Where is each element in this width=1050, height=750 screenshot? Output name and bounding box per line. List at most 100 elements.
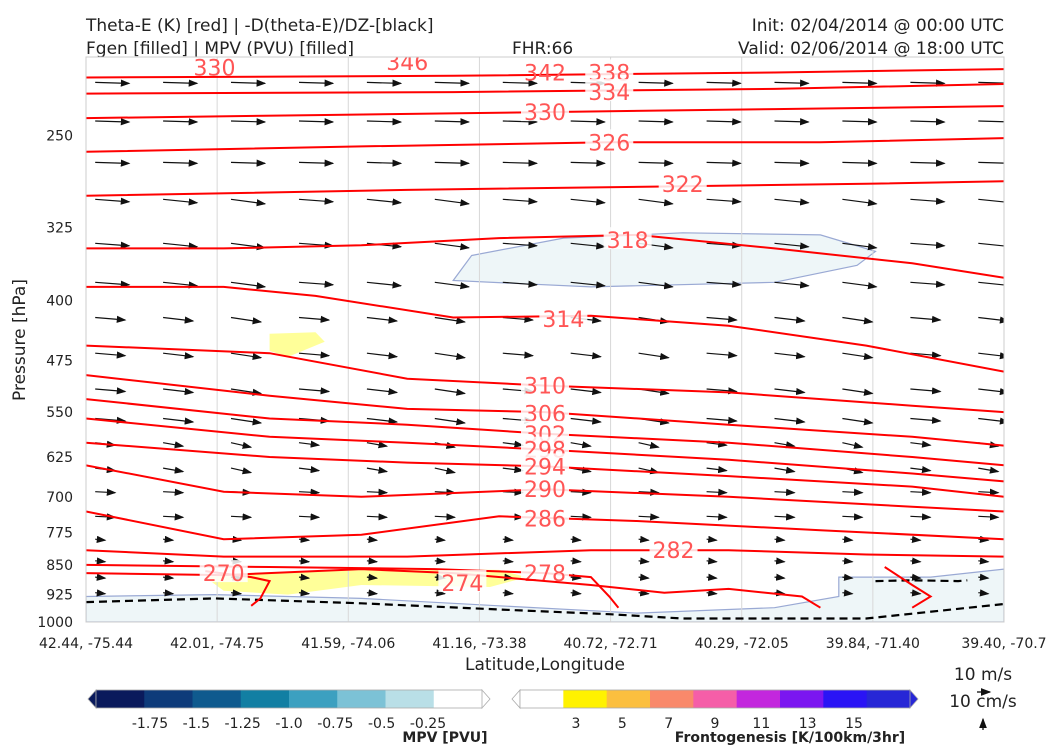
x-tick-label: 41.59, -74.06	[301, 636, 395, 652]
wind-vector	[570, 281, 606, 289]
wind-vector	[163, 488, 185, 496]
wind-vector	[163, 79, 199, 87]
wind-vector	[230, 467, 253, 475]
frontogenesis-region-upper	[269, 332, 325, 357]
wind-vector	[978, 466, 1000, 474]
wind-vector	[298, 573, 311, 581]
wind-vector	[978, 281, 1004, 289]
theta-e-contour-282	[86, 549, 1004, 558]
contour-label-bg	[521, 560, 569, 583]
wind-vector	[163, 118, 199, 126]
wind-vector	[366, 557, 379, 565]
wind-vector	[842, 316, 874, 325]
colorbar-segment	[240, 690, 290, 708]
wind-vector	[638, 198, 674, 207]
wind-vector	[774, 513, 796, 521]
wind-vector	[230, 159, 267, 167]
x-tick-label: 39.40, -70.7	[961, 636, 1046, 652]
wind-vector	[163, 513, 185, 521]
wind-vector	[842, 79, 878, 87]
wind-vector	[706, 589, 718, 597]
wind-vector	[366, 159, 403, 167]
wind-vector	[434, 417, 466, 426]
colorbar-tick-label: -0.25	[410, 716, 446, 732]
wind-vector	[298, 488, 321, 496]
wind-vector	[230, 198, 267, 207]
wind-vector	[842, 573, 854, 581]
wind-vector	[706, 118, 742, 126]
wind-vector	[978, 488, 1000, 496]
wind-vector	[570, 198, 606, 206]
wind-vector	[230, 79, 267, 87]
wind-vector	[706, 351, 738, 359]
y-tick-label: 325	[46, 220, 73, 236]
wind-vector	[638, 281, 674, 290]
plot-area: 3383343303263223183143103063022982942902…	[86, 51, 1004, 622]
wind-vector	[570, 352, 602, 360]
wind-vector	[366, 488, 389, 496]
x-tick-label: 42.44, -75.44	[39, 636, 133, 652]
wind-vector	[502, 535, 514, 543]
wind-vector	[502, 557, 514, 565]
colorbar-tick-label: 7	[664, 716, 673, 732]
colorbar-tick-label: -0.75	[317, 716, 353, 732]
colorbar-segment	[385, 690, 435, 708]
wind-vector	[706, 79, 742, 87]
wind-vector	[230, 388, 263, 396]
colorbar-segment	[650, 690, 694, 708]
wind-vector	[978, 557, 990, 565]
wind-vector	[978, 316, 1004, 324]
wind-vector	[502, 351, 534, 359]
wind-vector	[95, 241, 131, 249]
wind-vector	[502, 465, 524, 474]
wind-vector	[774, 557, 786, 565]
wind-vector	[298, 315, 331, 323]
wind-vector	[978, 573, 990, 581]
wind-vector	[230, 441, 253, 449]
y-tick-label: 625	[46, 450, 73, 466]
wind-vector	[95, 280, 131, 288]
wind-vector	[638, 79, 674, 87]
wind-vector	[366, 316, 399, 324]
wind-vector	[910, 535, 922, 543]
wind-vector	[502, 159, 538, 167]
wind-vector	[706, 465, 728, 474]
wind-vector	[842, 417, 874, 426]
contour-label-bg	[649, 537, 698, 560]
wind-vector	[570, 242, 606, 250]
wind-vector	[774, 118, 810, 126]
valid-time: Valid: 02/06/2014 @ 18:00 UTC	[738, 39, 1004, 59]
colorbar-segment	[289, 690, 338, 708]
wind-vector	[366, 387, 399, 396]
wind-vector	[910, 118, 946, 126]
wind-vector	[706, 488, 728, 496]
wind-vector	[706, 573, 718, 581]
wind-vector	[570, 488, 592, 496]
contour-label-top: 330	[194, 56, 236, 81]
wind-vector	[95, 315, 127, 323]
y-tick-label: 250	[46, 128, 73, 144]
wind-vector	[910, 557, 922, 565]
wind-vector	[366, 441, 389, 449]
wind-vector	[366, 417, 399, 425]
wind-vector	[163, 535, 175, 543]
wind-vector	[774, 573, 786, 581]
theta-e-contour-unlabeled	[884, 566, 933, 609]
contour-label-bg	[521, 505, 569, 528]
contour-label-top: 346	[386, 51, 428, 76]
wind-vector	[774, 281, 810, 289]
wind-vector	[570, 417, 602, 425]
wind-vector	[434, 513, 456, 521]
wind-vector	[163, 281, 199, 289]
wind-vector	[434, 159, 470, 167]
contour-label-322: 322	[662, 173, 704, 198]
wind-vector	[434, 352, 466, 361]
wind-vector	[502, 589, 514, 597]
colorbar-mpv-label: MPV [PVU]	[402, 730, 487, 746]
contour-label-bg	[539, 306, 588, 329]
wind-vector	[910, 488, 932, 496]
wind-vector	[298, 197, 335, 205]
colorbar-segment	[606, 690, 651, 708]
wind-vector	[774, 79, 810, 87]
